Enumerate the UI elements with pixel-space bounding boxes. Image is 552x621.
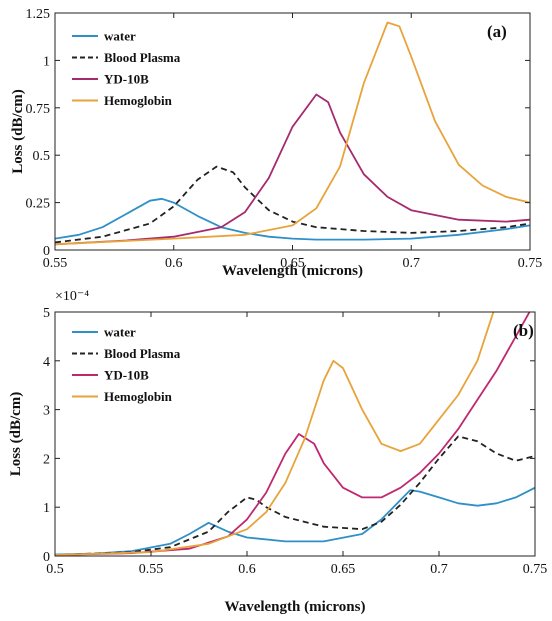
series-line-water <box>55 197 530 241</box>
x-tick-label: 0.7 <box>430 562 448 577</box>
legend: water Blood Plasma YD-10B Hemoglobin <box>72 29 181 108</box>
y-tick-label: 0.5 <box>33 149 51 164</box>
series-line-yd-10b <box>55 312 531 556</box>
y-tick-label: 0 <box>43 550 50 565</box>
series-line-blood-plasma <box>55 435 535 556</box>
series-line-hemoglobin <box>55 312 495 556</box>
panel-label: (b) <box>513 321 534 340</box>
legend-label: water <box>104 325 136 340</box>
series-line-blood-plasma <box>55 165 530 244</box>
y-tick-label: 1 <box>43 54 50 69</box>
series-line-hemoglobin <box>55 21 530 246</box>
legend-label: Hemoglobin <box>104 93 173 108</box>
legend-label: Blood Plasma <box>104 346 181 361</box>
legend-label: water <box>104 29 136 44</box>
chart-panel-b: 0.5 0.55 0.6 0.65 0.7 0.75 0 1 2 3 4 5 ×10⁻⁴ Waveleng… <box>8 289 547 615</box>
legend-label: Hemoglobin <box>104 389 173 404</box>
y-exponent-label: ×10⁻⁴ <box>55 289 89 304</box>
x-tick-label: 0.55 <box>139 562 164 577</box>
x-axis-label: Wavelength (microns) <box>225 599 366 615</box>
y-axis-label: Loss (dB/cm) <box>8 392 24 477</box>
chart-panel-a: 0.55 0.6 0.65 0.7 0.75 0 0.25 0.5 0.75 1 1.25 Wavel… <box>10 7 542 279</box>
x-tick-label: 0.65 <box>280 256 305 271</box>
y-tick-label: 4 <box>43 355 50 370</box>
y-tick-label: 0.75 <box>26 102 51 117</box>
legend: water Blood Plasma YD-10B Hemoglobin <box>72 325 181 404</box>
x-tick-label: 0.75 <box>523 562 548 577</box>
x-tick-label: 0.5 <box>46 562 64 577</box>
x-tick-label: 0.7 <box>403 256 421 271</box>
series-line-yd-10b <box>55 93 530 246</box>
y-axis-label: Loss (dB/cm) <box>10 89 26 174</box>
y-tick-label: 1.25 <box>26 7 51 22</box>
legend-label: YD-10B <box>104 368 149 383</box>
x-tick-label: 0.65 <box>331 562 356 577</box>
x-tick-label: 0.75 <box>518 256 543 271</box>
x-axis-label: Wavelength (microns) <box>222 263 363 279</box>
y-tick-label: 3 <box>43 404 50 419</box>
panel-label: (a) <box>487 22 507 41</box>
y-tick-label: 0 <box>43 244 50 259</box>
x-tick-label: 0.6 <box>238 562 256 577</box>
y-tick-label: 2 <box>43 452 50 467</box>
legend-label: Blood Plasma <box>104 50 181 65</box>
legend-label: YD-10B <box>104 72 149 87</box>
x-tick-label: 0.6 <box>165 256 183 271</box>
plot-frame <box>54 311 536 557</box>
y-tick-label: 0.25 <box>26 197 51 212</box>
x-tick-label: 0.55 <box>43 256 68 271</box>
y-tick-label: 5 <box>43 306 50 321</box>
series-line-water <box>55 486 535 556</box>
y-tick-label: 1 <box>43 501 50 516</box>
